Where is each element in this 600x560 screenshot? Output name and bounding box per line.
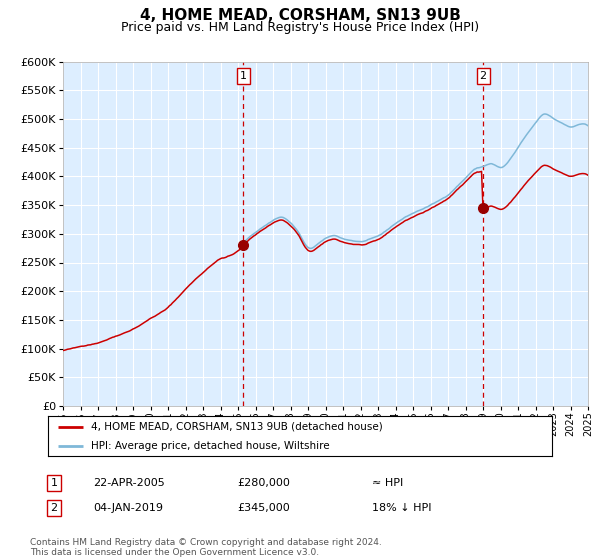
Text: 4, HOME MEAD, CORSHAM, SN13 9UB (detached house): 4, HOME MEAD, CORSHAM, SN13 9UB (detache… <box>91 422 383 432</box>
Text: 1: 1 <box>50 478 58 488</box>
Text: 4, HOME MEAD, CORSHAM, SN13 9UB: 4, HOME MEAD, CORSHAM, SN13 9UB <box>140 8 460 24</box>
Text: 22-APR-2005: 22-APR-2005 <box>93 478 165 488</box>
Text: 04-JAN-2019: 04-JAN-2019 <box>93 503 163 513</box>
Text: Contains HM Land Registry data © Crown copyright and database right 2024.
This d: Contains HM Land Registry data © Crown c… <box>30 538 382 557</box>
Text: £345,000: £345,000 <box>237 503 290 513</box>
Text: ≈ HPI: ≈ HPI <box>372 478 403 488</box>
Text: HPI: Average price, detached house, Wiltshire: HPI: Average price, detached house, Wilt… <box>91 441 329 450</box>
Text: 2: 2 <box>479 71 487 81</box>
Text: £280,000: £280,000 <box>237 478 290 488</box>
Text: 1: 1 <box>240 71 247 81</box>
Text: 18% ↓ HPI: 18% ↓ HPI <box>372 503 431 513</box>
Text: 2: 2 <box>50 503 58 513</box>
Text: Price paid vs. HM Land Registry's House Price Index (HPI): Price paid vs. HM Land Registry's House … <box>121 21 479 34</box>
